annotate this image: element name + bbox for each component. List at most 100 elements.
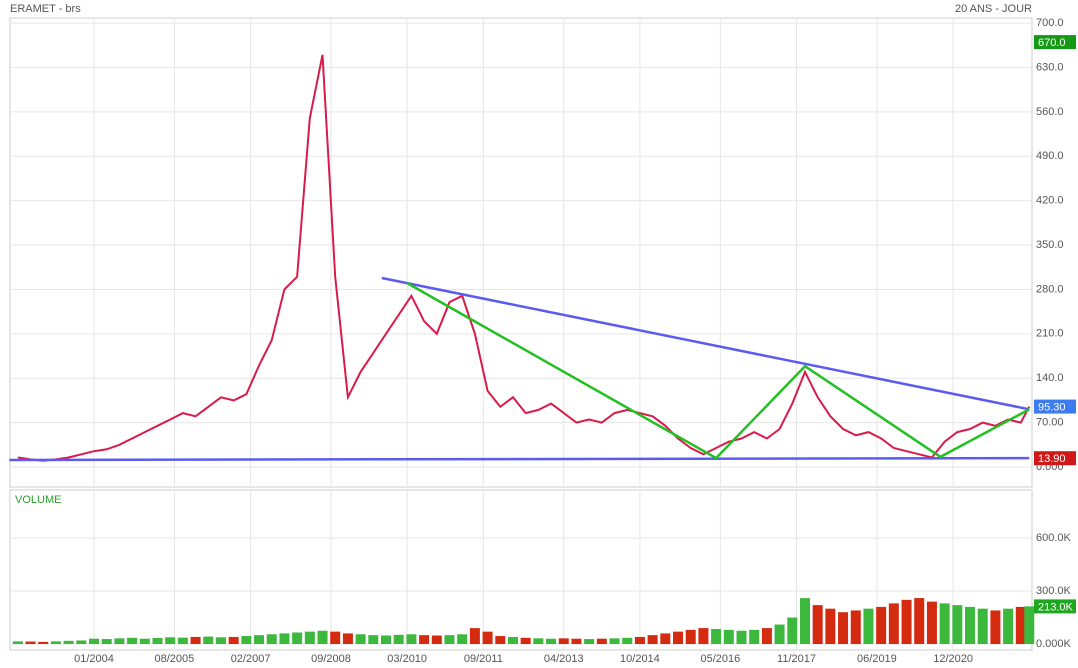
x-tick-label: 12/2020 [933,653,973,665]
volume-panel [9,489,1033,651]
volume-bar [990,610,1001,644]
price-badge [1034,599,1076,614]
volume-bar [444,635,455,644]
volume-bar [774,624,785,644]
volume-bar [304,631,315,644]
volume-bar [736,630,747,644]
volume-bar [546,638,557,644]
volume-bar [419,635,430,644]
volume-bar [101,639,112,644]
volume-bar [584,639,595,644]
volume-bar [939,603,950,644]
volume-bar [634,636,645,644]
volume-bar [89,638,99,644]
volume-bar [469,628,480,644]
x-tick-label: 01/2004 [74,653,114,665]
volume-bar [292,632,303,644]
volume-bar [203,636,214,644]
volume-bar [685,629,696,644]
y-tick-label: 70.00 [1036,417,1064,429]
volume-bar [698,628,709,644]
volume-bar [381,635,392,644]
volume-bar [965,606,976,644]
y-tick-label: 280.0 [1036,283,1064,295]
volume-bar [647,635,658,644]
price-badge-label: 213.0K [1038,601,1074,613]
volume-bar [355,634,366,644]
x-tick-label: 06/2019 [857,653,897,665]
volume-bar [342,633,353,644]
y-tick-label: 560.0 [1036,106,1064,118]
volume-bar [901,599,912,644]
volume-bar [1015,606,1026,644]
volume-bar [711,628,722,644]
volume-bar [406,634,417,644]
x-tick-label: 03/2010 [387,653,427,665]
volume-bar [1003,608,1014,644]
volume-bar [50,641,61,644]
volume-bar [749,629,760,644]
volume-bar [761,628,772,644]
y-tick-label: 140.0 [1036,372,1064,384]
volume-bar [254,635,265,644]
x-tick-label: 05/2016 [700,653,740,665]
volume-bar [799,598,810,644]
volume-bar [812,605,823,644]
x-tick-label: 08/2005 [155,653,195,665]
volume-bar [850,610,861,644]
y-tick-label: 490.0 [1036,150,1064,162]
volume-bar [609,638,620,644]
x-tick-label: 02/2007 [231,653,271,665]
volume-bar [368,635,379,644]
volume-bar [190,636,201,644]
volume-bar [507,636,518,644]
x-tick-label: 04/2013 [544,653,584,665]
trendline [9,456,1030,462]
volume-bar [787,617,798,644]
y-tick-label: 600.0K [1036,532,1072,544]
y-tick-label: 700.0 [1036,17,1064,29]
price-badge [1034,399,1076,414]
volume-bar [673,631,684,644]
volume-bar [12,641,23,644]
volume-bar [914,598,925,644]
volume-bar [38,641,49,644]
volume-bar [25,641,36,644]
volume-bar [139,638,150,644]
volume-bar [495,636,506,644]
x-tick-label: 09/2008 [311,653,351,665]
volume-bar [330,631,341,644]
price-badge-label: 670.0 [1038,37,1066,49]
price-badge [1034,35,1076,50]
volume-bar [266,634,277,644]
volume-bar [596,638,607,644]
y-tick-label: 350.0 [1036,239,1064,251]
volume-bar [317,630,328,644]
volume-bar [622,637,633,644]
volume-bar [482,631,493,644]
volume-bar [228,636,239,644]
period-label: 20 ANS - JOUR [955,3,1032,15]
volume-bar [393,634,404,644]
y-tick-label: 420.0 [1036,195,1064,207]
volume-bar [876,606,887,644]
price-badge-label: 13.90 [1038,453,1066,465]
price-badge [1034,451,1076,466]
volume-bar [926,601,937,644]
trendline [381,276,1030,411]
volume-bar [863,608,874,644]
y-tick-label: 0.000K [1036,638,1072,650]
y-tick-label: 210.0 [1036,328,1064,340]
volume-bar [533,638,544,644]
volume-bar [279,633,290,644]
volume-bar [888,603,899,644]
y-tick-label: 630.0 [1036,61,1064,73]
volume-bar [431,635,442,644]
volume-bar [558,638,569,644]
volume-title: VOLUME [15,494,61,506]
volume-bar [838,612,849,644]
volume-bar [127,637,138,644]
price-badge-label: 95.30 [1038,401,1066,413]
volume-bar [977,608,988,644]
